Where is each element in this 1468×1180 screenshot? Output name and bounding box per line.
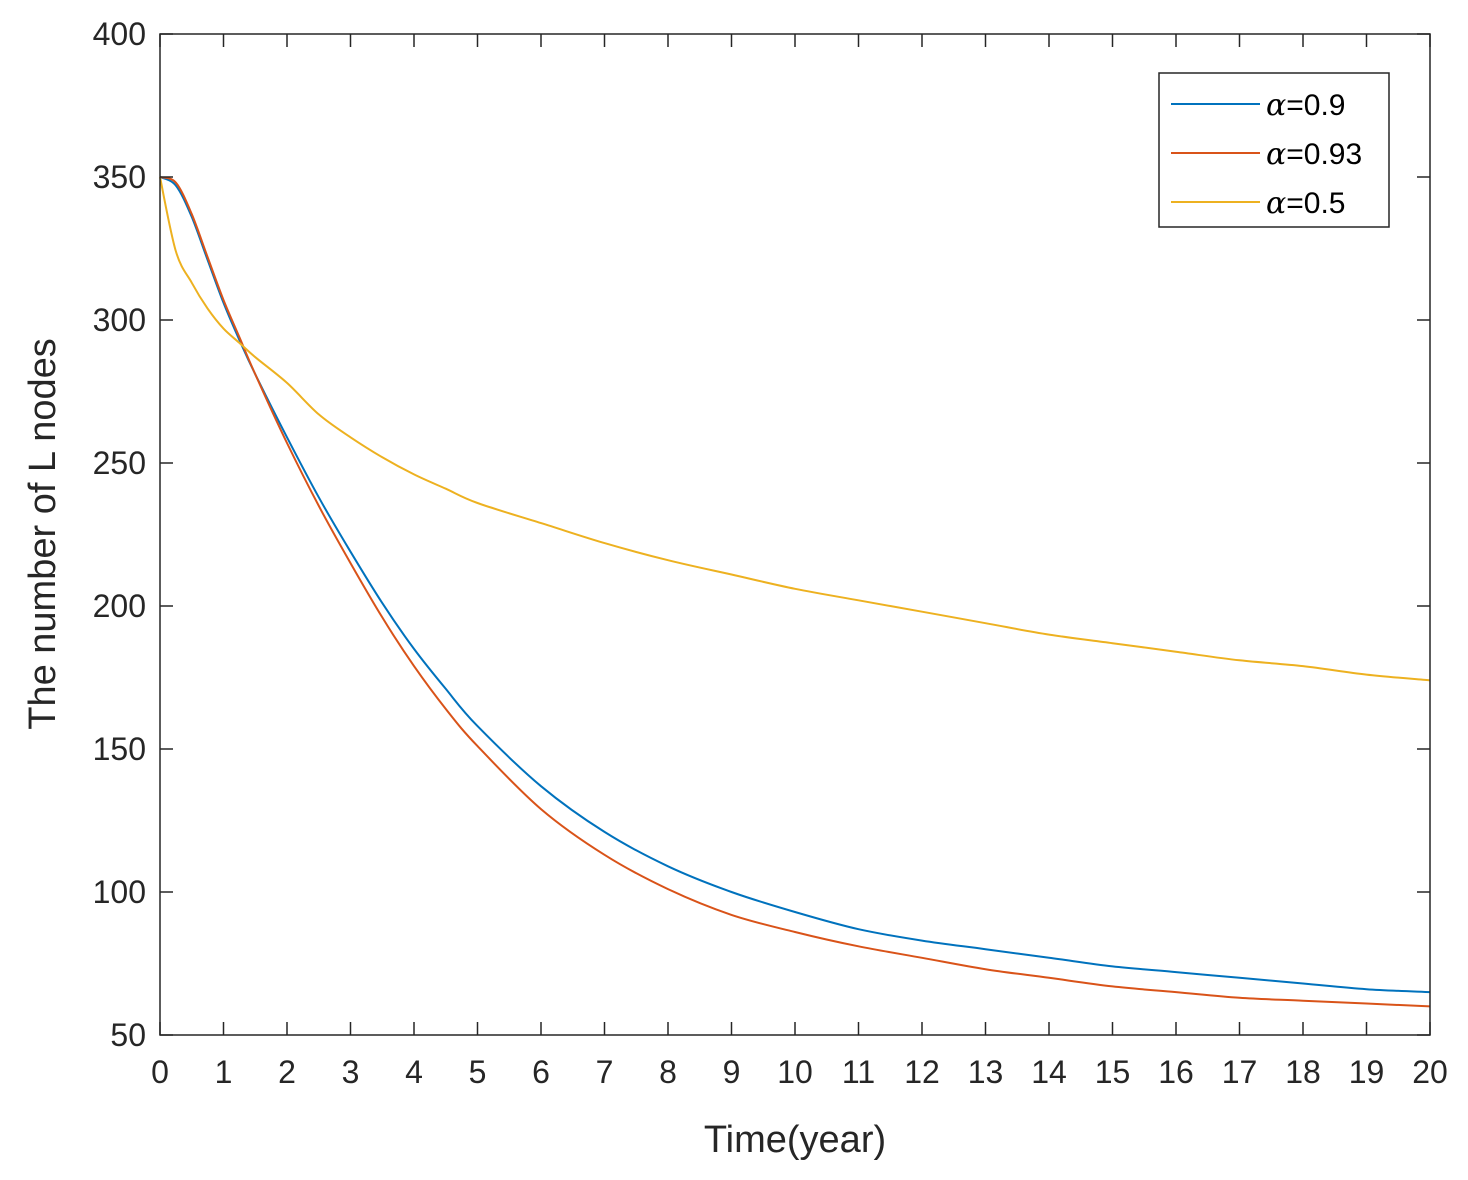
x-tick-label: 15 xyxy=(1095,1054,1131,1090)
y-tick-label: 200 xyxy=(93,588,146,624)
y-tick-label: 400 xyxy=(93,16,146,52)
x-tick-label: 20 xyxy=(1412,1054,1448,1090)
legend-value: =0.5 xyxy=(1286,187,1345,220)
legend-value: =0.93 xyxy=(1286,138,1362,171)
y-tick-label: 50 xyxy=(110,1017,146,1053)
legend-value: =0.9 xyxy=(1286,89,1345,122)
legend-label-3: α=0.5 xyxy=(1266,186,1346,221)
x-tick-label: 13 xyxy=(968,1054,1004,1090)
series-lines xyxy=(159,176,1431,1008)
legend-label-2: α=0.93 xyxy=(1266,137,1362,172)
x-tick-label: 5 xyxy=(469,1054,487,1090)
legend: α=0.9α=0.93α=0.5 xyxy=(1158,72,1390,228)
y-tick-label: 150 xyxy=(93,731,146,767)
alpha-symbol: α xyxy=(1266,137,1286,172)
x-tick-label: 19 xyxy=(1349,1054,1385,1090)
y-tick-label: 300 xyxy=(93,302,146,338)
x-tick-label: 11 xyxy=(842,1054,875,1090)
x-tick-label: 1 xyxy=(215,1054,233,1090)
x-tick-label: 14 xyxy=(1031,1054,1067,1090)
y-axis-title: The number of L nodes xyxy=(22,338,64,730)
x-tick-label: 9 xyxy=(723,1054,741,1090)
x-tick-label: 10 xyxy=(777,1054,813,1090)
tick-labels: 0 1 2 3 4 5 6 7 8 9 10 11 12 13 14 15 16 17 18 19 2050100150… xyxy=(93,16,1448,1090)
x-tick-label: 4 xyxy=(405,1054,423,1090)
x-axis-title: Time(year) xyxy=(704,1119,886,1161)
x-tick-label: 2 xyxy=(278,1054,296,1090)
x-tick-label: 8 xyxy=(659,1054,677,1090)
series-line-3 xyxy=(159,176,1431,682)
x-tick-label: 7 xyxy=(596,1054,614,1090)
alpha-symbol: α xyxy=(1266,88,1286,123)
x-tick-label: 6 xyxy=(532,1054,550,1090)
x-tick-label: 12 xyxy=(904,1054,940,1090)
axis-ticks xyxy=(159,33,1431,1036)
y-tick-label: 100 xyxy=(93,874,146,910)
legend-label-1: α=0.9 xyxy=(1266,88,1346,123)
alpha-symbol: α xyxy=(1266,186,1286,221)
series-line-1 xyxy=(159,176,1431,994)
x-tick-label: 18 xyxy=(1285,1054,1321,1090)
x-tick-label: 3 xyxy=(342,1054,360,1090)
x-tick-label: 0 xyxy=(151,1054,169,1090)
series-line-2 xyxy=(159,176,1431,1008)
y-tick-label: 250 xyxy=(93,445,146,481)
y-tick-label: 350 xyxy=(93,159,146,195)
x-tick-label: 17 xyxy=(1222,1054,1258,1090)
x-tick-label: 16 xyxy=(1158,1054,1194,1090)
